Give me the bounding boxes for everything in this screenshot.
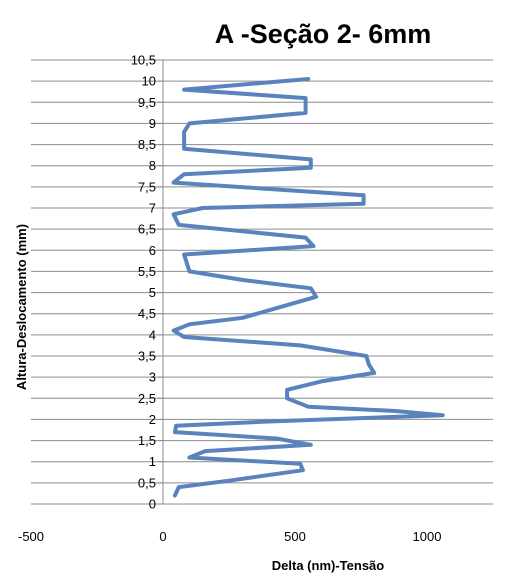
- y-tick-label: 7,5: [138, 179, 156, 194]
- y-tick-label: 10: [142, 74, 156, 89]
- y-tick-label: 8: [149, 158, 156, 173]
- y-tick-label: 7: [149, 201, 156, 216]
- x-tick-label: 500: [284, 529, 306, 544]
- y-axis-label: Altura-Deslocamento (mm): [14, 224, 29, 390]
- x-tick-label: 0: [159, 529, 166, 544]
- y-tick-label: 2: [149, 412, 156, 427]
- y-tick-label: 9: [149, 116, 156, 131]
- y-tick-label: 9,5: [138, 95, 156, 110]
- y-tick-label: 6,5: [138, 222, 156, 237]
- y-tick-label: 2,5: [138, 391, 156, 406]
- y-tick-label: 3,5: [138, 349, 156, 364]
- x-tick-label: -500: [18, 529, 44, 544]
- y-tick-label: 5,5: [138, 264, 156, 279]
- y-tick-label: 0,5: [138, 475, 156, 490]
- y-tick-label: 1: [149, 454, 156, 469]
- plot-area: 0 0,5 1 1,5 2 2,5 3 3,5 4 4,5 5 5,5 6 6,5 7 7,5 8 8,5 9 9,5…: [18, 53, 493, 544]
- x-tick-label: 1000: [413, 529, 442, 544]
- y-tick-label: 1,5: [138, 433, 156, 448]
- y-tick-label: 0: [149, 497, 156, 512]
- x-axis-label: Delta (nm)-Tensão: [272, 558, 384, 573]
- y-tick-label: 3: [149, 370, 156, 385]
- y-tick-label: 6: [149, 243, 156, 258]
- y-tick-label: 8,5: [138, 137, 156, 152]
- y-tick-label: 5: [149, 285, 156, 300]
- y-tick-label: 10,5: [131, 53, 156, 68]
- y-tick-label: 4,5: [138, 306, 156, 321]
- y-tick-label: 4: [149, 327, 156, 342]
- series-line: [171, 77, 445, 498]
- chart-title: A -Seção 2- 6mm: [215, 19, 432, 49]
